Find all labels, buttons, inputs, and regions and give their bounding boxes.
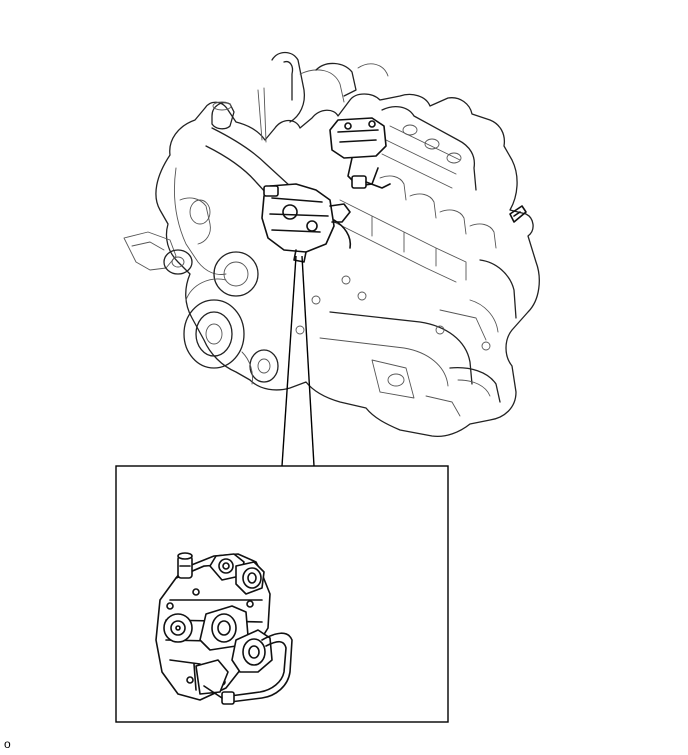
egr-valve-assembly	[329, 117, 391, 189]
supply-pump-on-engine	[261, 183, 352, 263]
crank-pulley	[183, 299, 245, 369]
idler-pulley	[249, 349, 279, 383]
supply-pump-detail	[155, 552, 293, 705]
alternator	[213, 251, 259, 297]
pulley-small	[163, 249, 193, 275]
callout-leader	[281, 255, 315, 467]
diagram-id-label: o	[4, 737, 12, 751]
engine-assembly	[123, 51, 540, 438]
